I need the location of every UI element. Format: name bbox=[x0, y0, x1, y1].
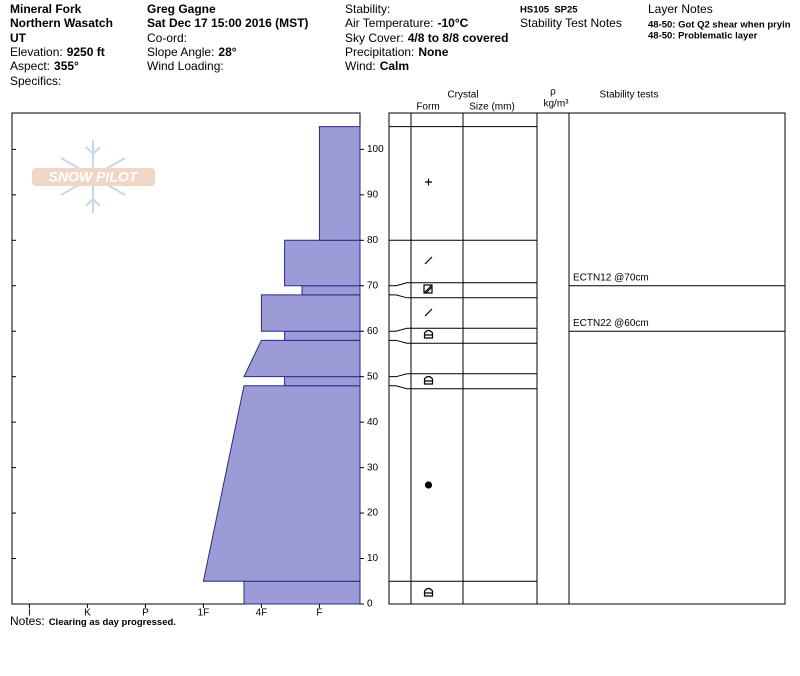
label: Air Temperature: bbox=[345, 16, 433, 30]
air-temp: Air Temperature: -10°C bbox=[345, 16, 469, 30]
label: Wind: bbox=[345, 59, 376, 73]
observer: Greg Gagne bbox=[147, 2, 216, 16]
col-header: Stability tests bbox=[600, 90, 659, 101]
summary: HS105 SP25 bbox=[520, 5, 578, 16]
table-columns bbox=[410, 113, 570, 604]
col-header: ρ bbox=[550, 87, 556, 98]
watermark-badge bbox=[32, 168, 155, 186]
sky-cover: Sky Cover: 4/8 to 8/8 covered bbox=[345, 31, 508, 45]
stability-test-label: ECTN12 @70cm bbox=[573, 272, 649, 283]
y-tick-label: 80 bbox=[367, 235, 379, 246]
value: 9250 ft bbox=[67, 45, 105, 59]
layer-boundary bbox=[389, 385, 537, 390]
value: 355° bbox=[54, 59, 79, 73]
aspect: Aspect: 355° bbox=[10, 59, 79, 73]
hardness-layer bbox=[202, 385, 361, 582]
col-header: Form bbox=[416, 102, 439, 113]
layer-table-frame bbox=[388, 112, 786, 605]
specifics: Specifics: bbox=[10, 74, 61, 88]
label: Sky Cover: bbox=[345, 31, 404, 45]
x-tick-label: 1F bbox=[198, 608, 210, 619]
hardness-layer bbox=[260, 294, 361, 332]
hardness-layer bbox=[318, 126, 361, 241]
x-tick-label: I bbox=[28, 608, 31, 619]
layer-boundary bbox=[389, 339, 537, 344]
precipitation: Precipitation: None bbox=[345, 45, 449, 59]
col-header: Size (mm) bbox=[469, 102, 515, 113]
layer-boundary bbox=[389, 294, 537, 299]
notes: Notes: Clearing as day progressed. bbox=[10, 614, 176, 628]
x-tick-label: F bbox=[316, 608, 322, 619]
y-tick-label: 20 bbox=[367, 508, 379, 519]
col-header: kg/m³ bbox=[544, 99, 570, 110]
hardness-layer bbox=[284, 330, 361, 341]
elevation: Elevation: 9250 ft bbox=[10, 45, 105, 59]
layer-note: 48-50: Got Q2 shear when pryin bbox=[648, 20, 791, 31]
wind: Wind: Calm bbox=[345, 59, 409, 73]
x-tick-label: P bbox=[142, 608, 149, 619]
hardness-layer bbox=[301, 285, 361, 296]
site-state: UT bbox=[10, 31, 27, 45]
y-tick-label: 10 bbox=[367, 553, 379, 564]
stability-test-label: ECTN22 @60cm bbox=[573, 318, 649, 329]
y-tick-label: 60 bbox=[367, 326, 379, 337]
y-tick-label: 90 bbox=[367, 189, 379, 200]
y-tick-label: 30 bbox=[367, 462, 379, 473]
site-name: Mineral Fork bbox=[10, 2, 82, 16]
site-range: Northern Wasatch bbox=[10, 16, 113, 30]
value: 28° bbox=[218, 45, 236, 59]
y-tick-label: 0 bbox=[367, 599, 373, 610]
hardness-layer bbox=[243, 580, 361, 605]
y-tick-label: 100 bbox=[367, 144, 384, 155]
label: Slope Angle: bbox=[147, 45, 214, 59]
hardness-layer bbox=[284, 239, 361, 287]
wind-loading: Wind Loading: bbox=[147, 59, 224, 73]
value: 4/8 to 8/8 covered bbox=[408, 31, 509, 45]
col-header: Crystal bbox=[447, 90, 478, 101]
layer-notes-title: Layer Notes bbox=[648, 2, 713, 16]
label: Notes: bbox=[10, 614, 45, 628]
watermark-text: SNOW PILOT bbox=[49, 169, 139, 185]
value: Calm bbox=[380, 59, 409, 73]
y-tick-label: 70 bbox=[367, 280, 379, 291]
y-tick-label: 50 bbox=[367, 371, 379, 382]
value: None bbox=[418, 45, 448, 59]
label: Aspect: bbox=[10, 59, 50, 73]
coord: Co-ord: bbox=[147, 31, 187, 45]
layer-boundary bbox=[389, 327, 537, 332]
grain-forms bbox=[423, 178, 434, 597]
stability-notes-title: Stability Test Notes bbox=[520, 16, 622, 30]
hardness-layer bbox=[284, 376, 361, 387]
y-tick-label: 40 bbox=[367, 417, 379, 428]
date: Sat Dec 17 15:00 2016 (MST) bbox=[147, 16, 308, 30]
label: Precipitation: bbox=[345, 45, 414, 59]
stability: Stability: bbox=[345, 2, 390, 16]
x-tick-label: K bbox=[84, 608, 91, 619]
layer-note: 48-50: Problematic layer bbox=[648, 31, 758, 42]
label: Elevation: bbox=[10, 45, 63, 59]
value: -10°C bbox=[437, 16, 468, 30]
hardness-layer bbox=[243, 339, 361, 378]
x-tick-label: 4F bbox=[256, 608, 268, 619]
slope: Slope Angle: 28° bbox=[147, 45, 237, 59]
value: Clearing as day progressed. bbox=[49, 617, 176, 628]
layer-boundary bbox=[389, 373, 537, 378]
layer-boundary bbox=[389, 282, 537, 287]
